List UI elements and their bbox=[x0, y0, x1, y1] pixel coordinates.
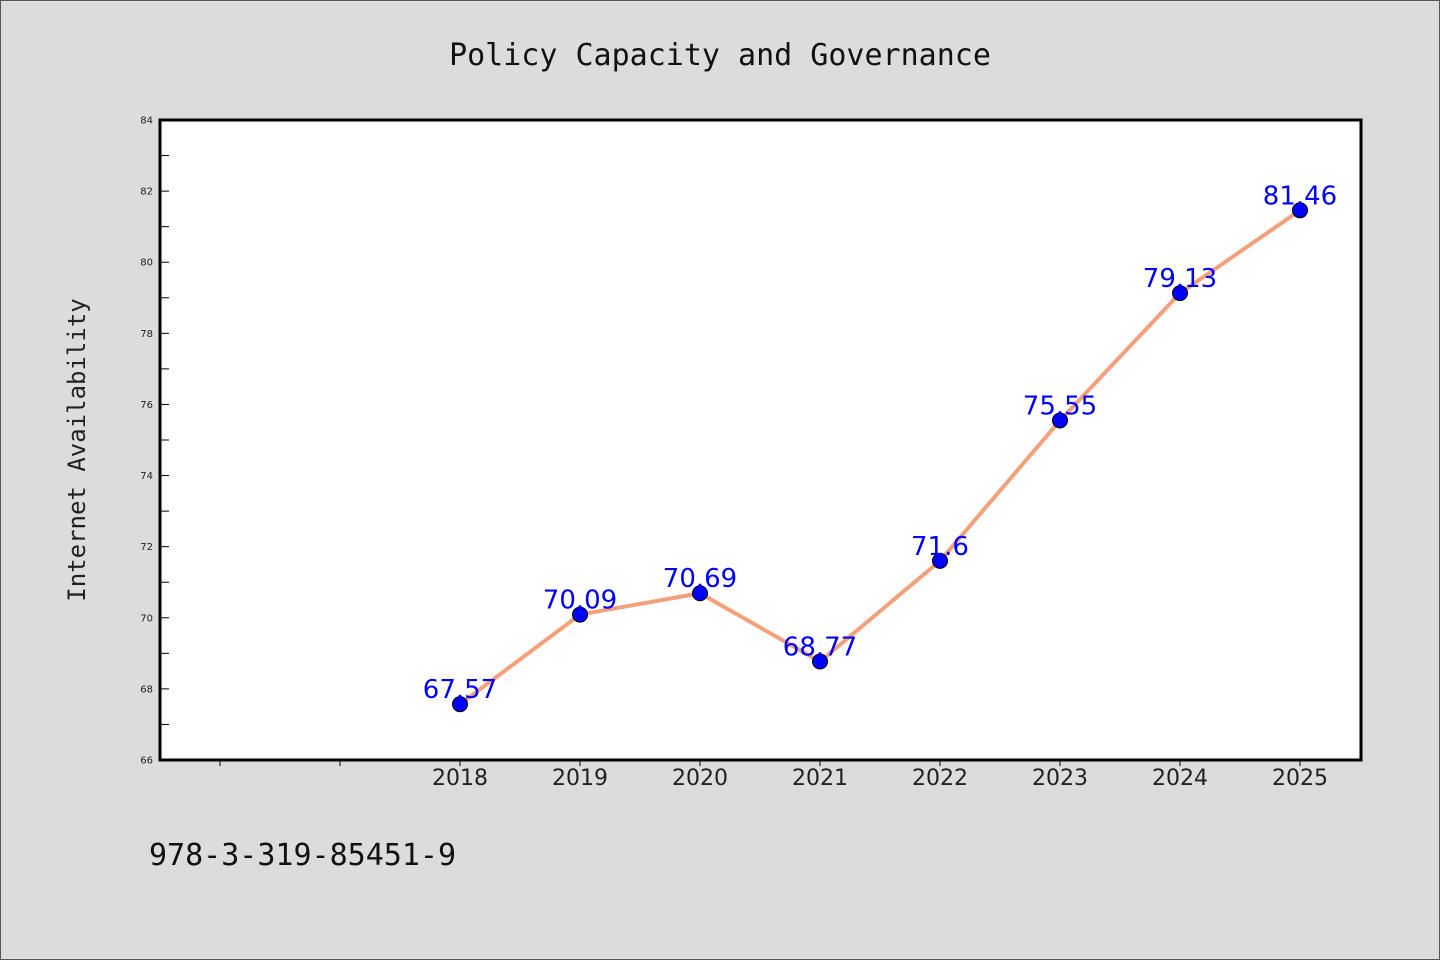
x-tick-label: 2019 bbox=[552, 766, 608, 791]
y-tick-label: 78 bbox=[140, 329, 153, 340]
x-tick-label: 2018 bbox=[432, 766, 488, 791]
y-axis: 66 68 70 72 74 76 78 80 82 84 bbox=[140, 116, 169, 767]
y-tick-label: 82 bbox=[140, 187, 153, 198]
footnote-isbn: 978-3-319-85451-9 bbox=[149, 838, 456, 873]
series-line: 67.57 70.09 70.69 68.77 71.6 75.55 79.13 81.46 bbox=[423, 181, 1337, 713]
data-label: 75.55 bbox=[1023, 391, 1097, 421]
x-tick-label: 2020 bbox=[672, 766, 728, 791]
y-tick-label: 68 bbox=[140, 684, 153, 695]
data-point bbox=[572, 606, 588, 623]
data-point bbox=[932, 552, 948, 569]
data-label: 81.46 bbox=[1263, 181, 1337, 211]
x-tick-label: 2023 bbox=[1032, 766, 1088, 791]
data-point bbox=[692, 585, 708, 602]
series-polyline bbox=[458, 208, 1302, 706]
data-label: 71.6 bbox=[911, 532, 969, 562]
y-tick-label: 74 bbox=[140, 471, 153, 482]
chart-title: Policy Capacity and Governance bbox=[449, 38, 991, 73]
x-tick-label: 2024 bbox=[1152, 766, 1208, 791]
x-tick-label: 2021 bbox=[792, 766, 848, 791]
data-label: 68.77 bbox=[783, 633, 857, 663]
data-label: 79.13 bbox=[1143, 264, 1217, 294]
x-axis: 2018 2019 2020 2021 2022 2023 2024 2025 bbox=[219, 760, 1328, 791]
data-point bbox=[452, 696, 468, 713]
data-point bbox=[1172, 285, 1188, 302]
x-tick-label: 2022 bbox=[912, 766, 968, 791]
y-tick-label: 80 bbox=[140, 258, 153, 269]
y-axis-label: Internet Availability bbox=[63, 298, 91, 601]
y-tick-label: 72 bbox=[140, 542, 153, 553]
y-tick-label: 66 bbox=[140, 756, 153, 767]
data-label: 70.09 bbox=[543, 586, 617, 616]
data-label: 67.57 bbox=[423, 675, 497, 705]
data-point bbox=[1052, 412, 1068, 429]
data-point bbox=[1292, 202, 1308, 219]
y-tick-label: 84 bbox=[140, 116, 153, 127]
y-tick-label: 70 bbox=[140, 613, 153, 624]
data-point bbox=[812, 653, 828, 670]
plot-area bbox=[158, 118, 1363, 762]
y-tick-label: 76 bbox=[140, 400, 153, 411]
x-tick-label: 2025 bbox=[1272, 766, 1328, 791]
data-label: 70.69 bbox=[663, 564, 737, 594]
